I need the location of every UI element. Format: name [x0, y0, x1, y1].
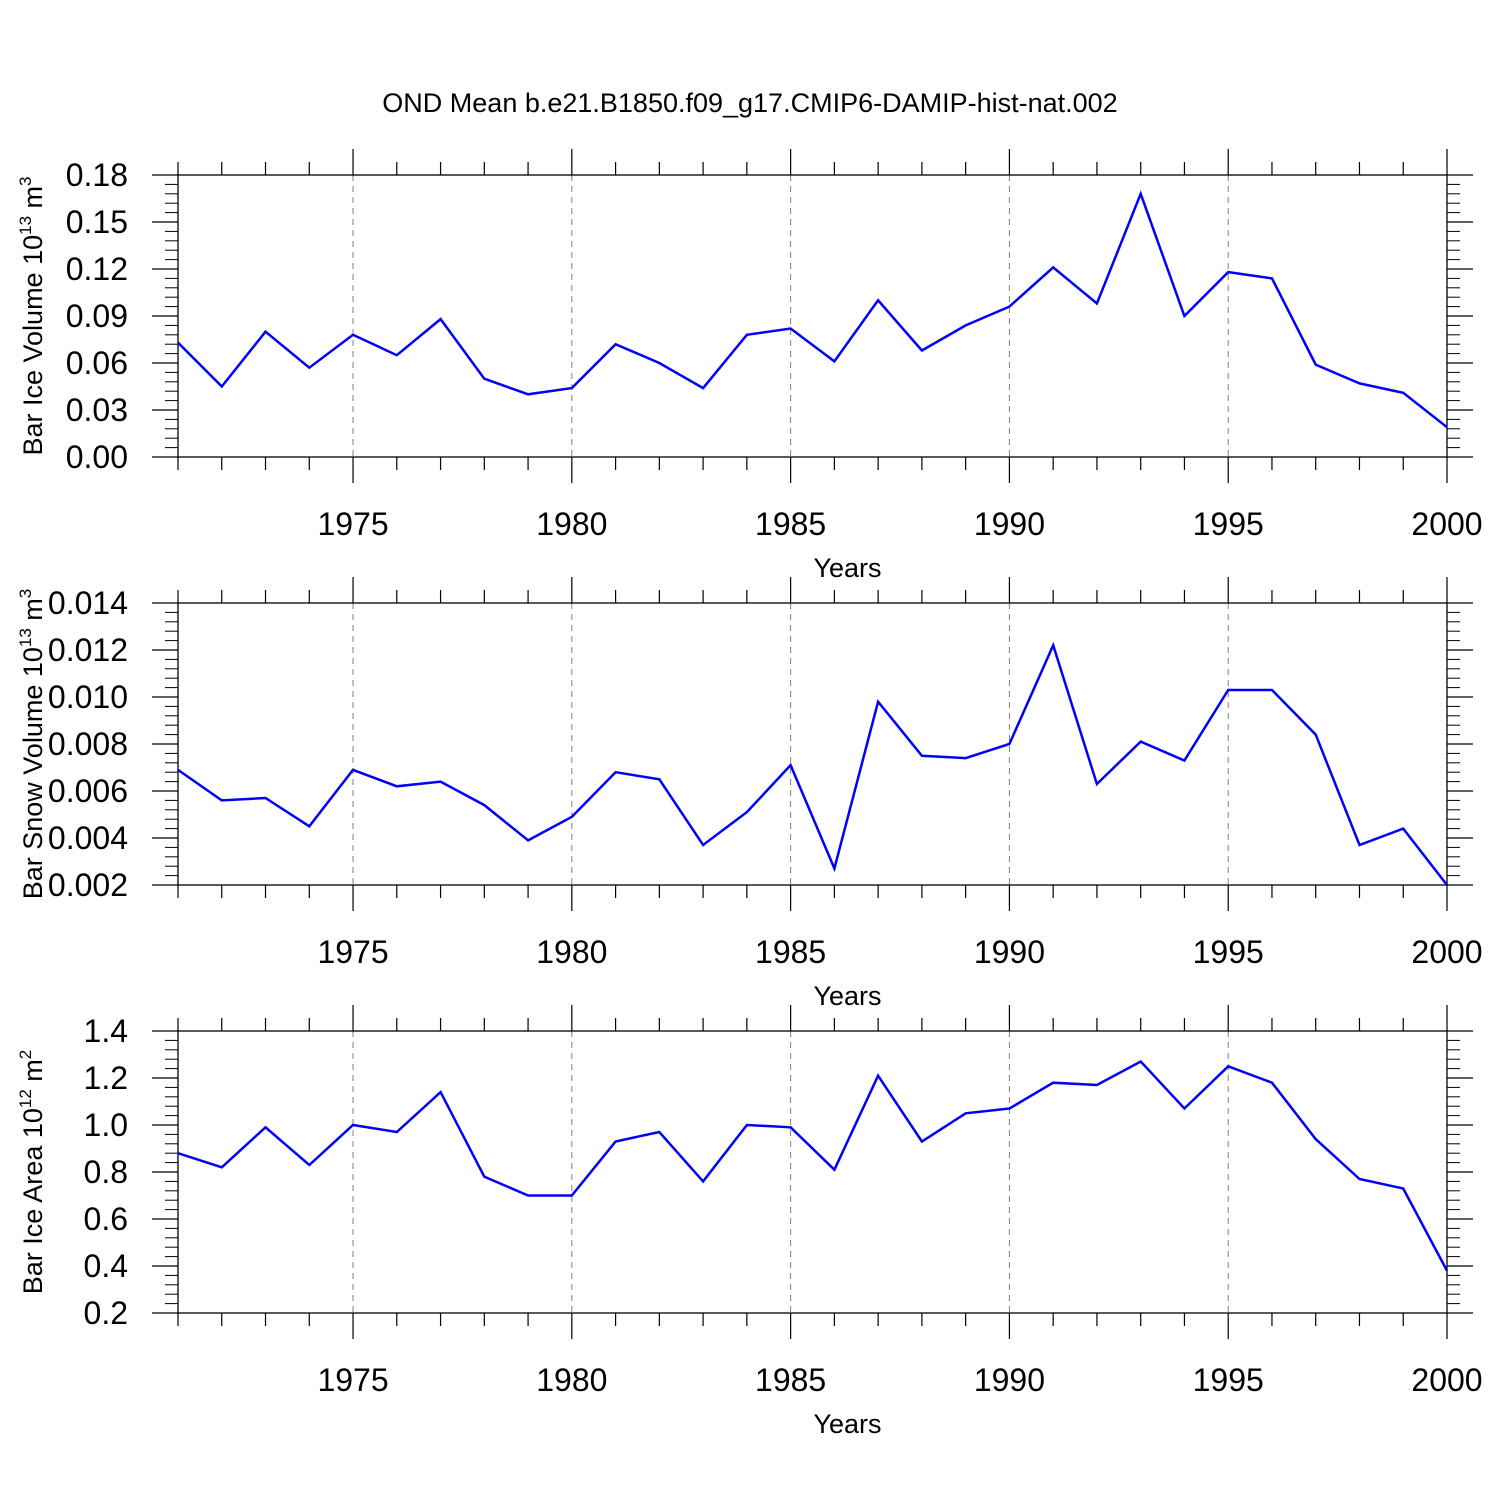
- x-tick-label: 1980: [536, 934, 607, 970]
- x-tick-label: 1980: [536, 1362, 607, 1398]
- y-tick-label: 0.12: [66, 251, 128, 287]
- y-axis-label-unit: m: [18, 1059, 48, 1089]
- y-axis-label-exponent: 12: [16, 1089, 35, 1108]
- y-tick-label: 1.4: [84, 1013, 128, 1049]
- figure-title: OND Mean b.e21.B1850.f09_g17.CMIP6-DAMIP…: [382, 88, 1117, 118]
- x-tick-label: 1985: [755, 934, 826, 970]
- y-axis-label: Bar Ice Volume 1013 m3: [16, 176, 48, 455]
- series-line: [177, 1059, 1449, 1272]
- y-tick-label: 0.00: [66, 439, 128, 475]
- x-tick-label: 1975: [317, 1362, 388, 1398]
- x-tick-label: 2000: [1411, 1362, 1482, 1398]
- x-tick-label: 1985: [755, 1362, 826, 1398]
- x-tick-label: 1995: [1193, 1362, 1264, 1398]
- y-axis-label-exponent: 13: [16, 216, 35, 235]
- x-tick-label: 2000: [1411, 506, 1482, 542]
- x-axis-label: Years: [813, 981, 881, 1011]
- y-tick-label: 0.002: [48, 867, 128, 903]
- plot-frame: [177, 174, 1448, 458]
- x-tick-label: 1990: [974, 934, 1045, 970]
- y-axis-label-base: Bar Ice Area 10: [18, 1108, 48, 1294]
- plot-frame: [177, 1030, 1448, 1314]
- chart-panels: 0.00 0.03 0.06 0.09 0.12 0.15 0.18 1975 1980 1985…: [16, 149, 1483, 1439]
- y-tick-label: 0.014: [48, 585, 128, 621]
- y-tick-label: 0.06: [66, 345, 128, 381]
- y-tick-label: 0.03: [66, 392, 128, 428]
- x-tick-label: 1975: [317, 506, 388, 542]
- x-tick-label: 1995: [1193, 506, 1264, 542]
- y-tick-label: 0.4: [84, 1248, 128, 1284]
- y-tick-label: 0.6: [84, 1201, 128, 1237]
- y-tick-label: 0.008: [48, 726, 128, 762]
- y-tick-label: 0.010: [48, 679, 128, 715]
- series-line: [177, 190, 1448, 429]
- y-tick-label: 0.8: [84, 1154, 128, 1190]
- y-axis-label-base: Bar Snow Volume 10: [18, 647, 48, 899]
- y-axis-label-exponent: 13: [16, 628, 35, 647]
- x-tick-label: 2000: [1411, 934, 1482, 970]
- x-tick-label: 1990: [974, 1362, 1045, 1398]
- y-tick-label: 0.15: [66, 204, 128, 240]
- series-line: [177, 641, 1448, 886]
- y-axis-label: Bar Ice Area 1012 m2: [16, 1050, 48, 1295]
- y-axis-label-base: Bar Ice Volume 10: [18, 235, 48, 456]
- x-tick-label: 1990: [974, 506, 1045, 542]
- y-tick-label: 0.18: [66, 157, 128, 193]
- y-tick-label: 0.2: [84, 1295, 128, 1331]
- y-tick-label: 1.0: [84, 1107, 128, 1143]
- y-axis-label: Bar Snow Volume 1013 m3: [16, 589, 48, 900]
- x-axis-label: Years: [813, 1409, 881, 1439]
- plot-frame: [177, 602, 1448, 886]
- y-tick-label: 0.09: [66, 298, 128, 334]
- y-axis-label-unit: m: [18, 186, 48, 216]
- x-tick-label: 1980: [536, 506, 607, 542]
- y-tick-label: 0.004: [48, 820, 128, 856]
- chart-panel-3: 0.2 0.4 0.6 0.8 1.0 1.2 1.4 1975 1980 1985 1990 199…: [16, 1005, 1483, 1439]
- y-axis-label-unit-exponent: 3: [16, 176, 35, 185]
- chart-panel-2: 0.002 0.004 0.006 0.008 0.010 0.012 0.014 1975 1…: [16, 577, 1483, 1011]
- x-tick-label: 1985: [755, 506, 826, 542]
- y-tick-label: 1.2: [84, 1060, 128, 1096]
- x-axis-label: Years: [813, 553, 881, 583]
- y-axis-label-unit-exponent: 2: [16, 1050, 35, 1059]
- x-tick-label: 1975: [317, 934, 388, 970]
- x-tick-label: 1995: [1193, 934, 1264, 970]
- y-axis-label-unit: m: [18, 598, 48, 628]
- y-axis-label-unit-exponent: 3: [16, 589, 35, 598]
- y-tick-label: 0.006: [48, 773, 128, 809]
- chart-panel-1: 0.00 0.03 0.06 0.09 0.12 0.15 0.18 1975 1980 1985…: [16, 149, 1483, 583]
- y-tick-label: 0.012: [48, 632, 128, 668]
